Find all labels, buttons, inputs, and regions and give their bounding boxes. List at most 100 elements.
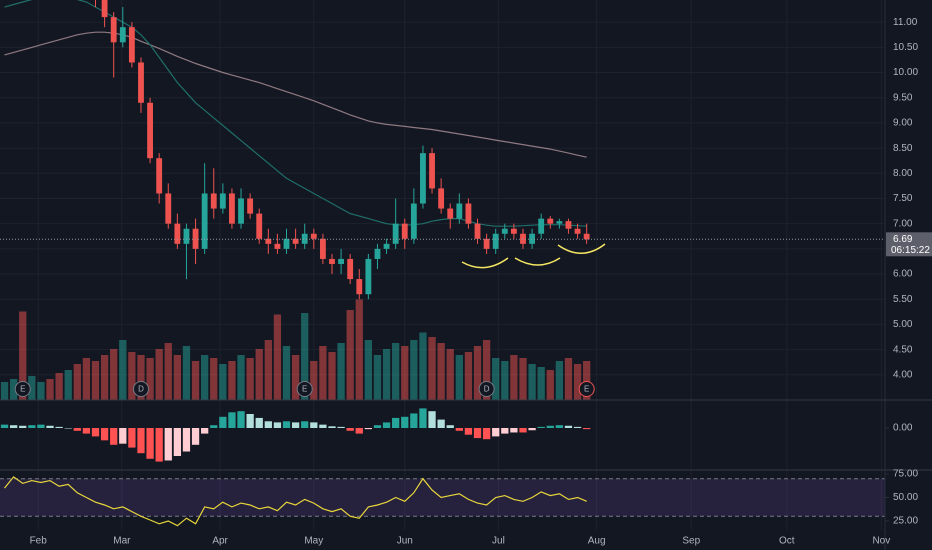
volume-bar xyxy=(328,352,336,400)
x-tick-label: Oct xyxy=(779,536,795,547)
histogram-bar xyxy=(146,428,154,459)
annotation-arc xyxy=(514,257,561,266)
axes: Feb Mar Apr May Jun Jul Aug Sep Oct Nov 4.00 4.50 5.… xyxy=(30,17,932,547)
histogram-bar xyxy=(310,422,318,428)
histogram-bar xyxy=(355,428,363,434)
volume-bar xyxy=(537,367,545,400)
candle-body xyxy=(365,258,372,295)
histogram-bar xyxy=(291,422,300,428)
candle-body xyxy=(110,17,117,43)
histogram-bar xyxy=(37,424,45,428)
histogram-bar xyxy=(301,421,309,428)
volume-bar xyxy=(564,358,573,400)
candle-body xyxy=(156,158,163,194)
y-tick-label: 50.00 xyxy=(893,492,918,503)
candle-body xyxy=(128,27,135,63)
y-tick-label: 5.00 xyxy=(893,319,913,330)
volume-bar xyxy=(382,349,391,400)
y-tick-label: 0.00 xyxy=(893,423,913,434)
candle-body xyxy=(383,243,390,249)
y-tick-label: 11.00 xyxy=(893,17,918,28)
histogram-bar xyxy=(492,428,500,437)
x-tick-label: Mar xyxy=(113,536,131,547)
price-panel xyxy=(0,0,591,400)
volume-bar xyxy=(10,379,18,400)
x-tick-label: Aug xyxy=(588,536,606,547)
volume-bar xyxy=(464,352,473,400)
histogram-bar xyxy=(428,411,436,428)
histogram-bar xyxy=(364,428,373,430)
histogram-bar xyxy=(0,424,9,428)
countdown-label: 06:15:22 xyxy=(891,245,930,256)
volume-bar xyxy=(46,379,54,400)
histogram-bar xyxy=(501,428,509,434)
y-tick-label: 6.00 xyxy=(893,269,913,280)
x-tick-label: Feb xyxy=(30,536,48,547)
candle-body xyxy=(310,233,317,239)
event-marker xyxy=(132,381,149,397)
candle-body xyxy=(201,193,208,249)
candle-body xyxy=(538,218,545,234)
volume-bar xyxy=(37,382,45,400)
histogram-bar xyxy=(201,428,209,434)
event-label: D xyxy=(138,385,144,394)
histogram-bar xyxy=(419,408,427,428)
volume-bar xyxy=(401,346,409,400)
volume-bar xyxy=(155,349,163,400)
histogram-bar xyxy=(28,425,36,428)
histogram-bar xyxy=(382,422,391,428)
volume-bar xyxy=(355,299,363,400)
volume-bar xyxy=(246,358,254,400)
volume-bar xyxy=(64,370,72,400)
volume-bar xyxy=(164,343,172,400)
y-tick-label: 25.00 xyxy=(893,516,918,527)
histogram-bar xyxy=(182,428,191,452)
volume-bar xyxy=(264,340,272,400)
candle-body xyxy=(192,228,199,249)
histogram-bar xyxy=(273,422,282,428)
x-tick-label: Sep xyxy=(682,536,700,547)
candle-body xyxy=(565,221,572,229)
candle-body xyxy=(329,258,335,264)
candle-body xyxy=(174,223,181,244)
volume-bar xyxy=(182,346,191,400)
candle-body xyxy=(347,258,354,280)
histogram-bar xyxy=(446,425,454,428)
volume-bar xyxy=(510,355,518,400)
candle-body xyxy=(420,153,426,204)
y-tick-label: 5.50 xyxy=(893,294,913,305)
histogram-bar xyxy=(564,425,573,428)
histogram-bar xyxy=(337,426,345,428)
volume-bar xyxy=(583,361,591,400)
volume-bar xyxy=(473,346,482,400)
candle-body xyxy=(474,223,481,239)
x-tick-label: Jun xyxy=(397,536,413,547)
candle-body xyxy=(247,198,254,214)
histogram-bar xyxy=(64,428,72,429)
candle-body xyxy=(456,203,463,219)
candle-body xyxy=(101,0,108,18)
histogram-bar xyxy=(437,419,445,428)
histogram-bar xyxy=(128,428,136,448)
candle-body xyxy=(520,233,526,244)
volume-bar xyxy=(100,355,109,400)
histogram-bar xyxy=(191,428,200,445)
volume-bar xyxy=(0,382,9,400)
volume-bar xyxy=(201,355,209,400)
histogram-bar xyxy=(546,425,554,428)
volume-bar xyxy=(346,310,354,400)
event-label: D xyxy=(484,385,490,394)
volume-bar xyxy=(364,340,373,400)
histogram-bar xyxy=(401,416,409,428)
volume-bar xyxy=(455,355,463,400)
histogram-bar xyxy=(82,428,91,434)
candle-body xyxy=(147,102,153,159)
histogram-bar xyxy=(173,428,182,456)
moving-average xyxy=(4,0,587,227)
histogram-bar xyxy=(346,428,354,431)
last-price-box xyxy=(886,232,932,257)
